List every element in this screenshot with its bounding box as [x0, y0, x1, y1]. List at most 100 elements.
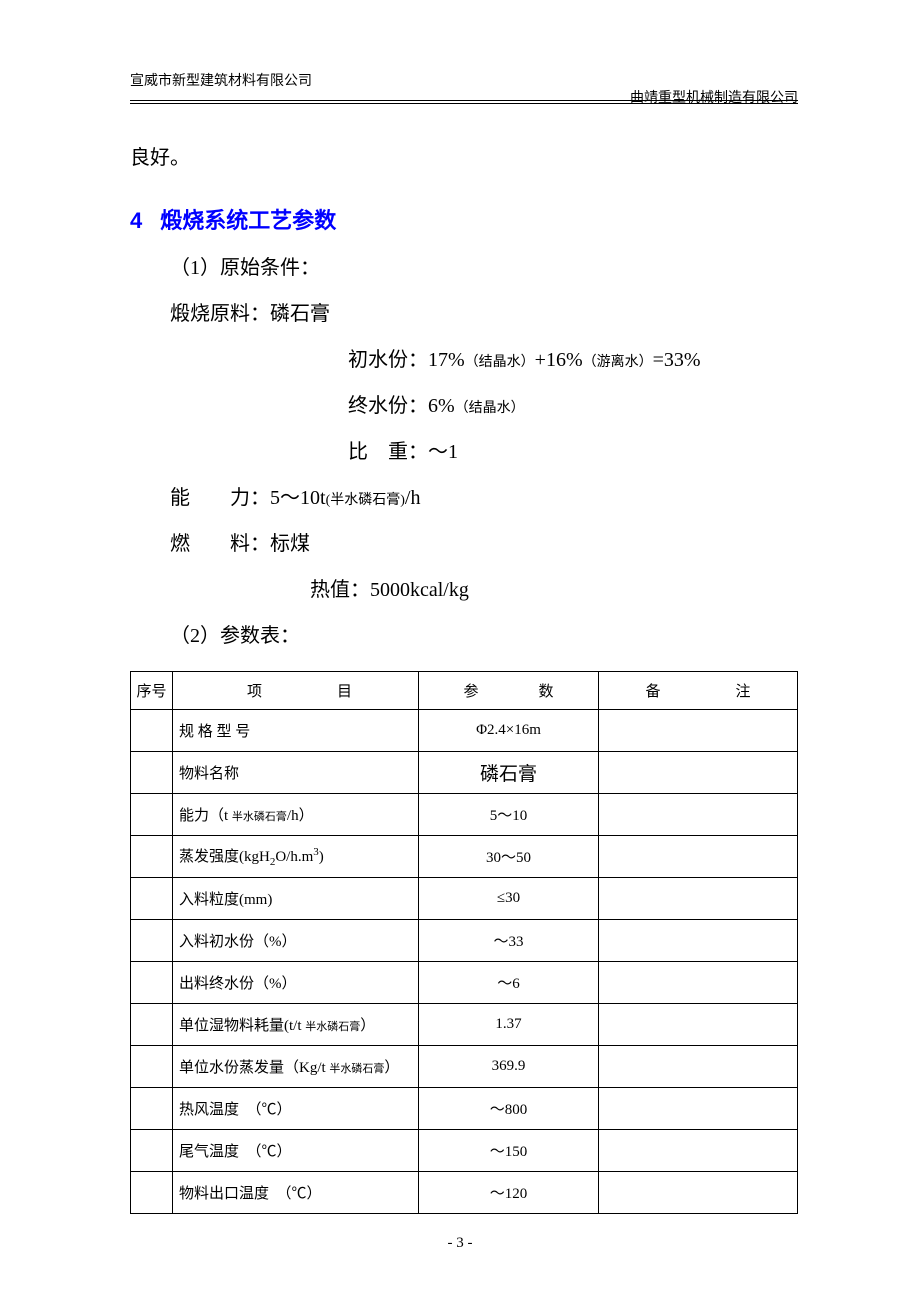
- cell-item: 入料粒度(mm): [173, 878, 419, 920]
- capacity-value: 5～10t: [270, 487, 326, 509]
- cell-param: ～6: [419, 962, 599, 1004]
- table-row: 入料初水份（%）～33: [131, 920, 798, 962]
- cell-item: 出料终水份（%）: [173, 962, 419, 1004]
- cell-param: 369.9: [419, 1046, 599, 1088]
- specific-gravity-label: 比 重：: [348, 441, 428, 463]
- cell-seq: [131, 920, 173, 962]
- cell-item: 单位水份蒸发量（Kg/t 半水磷石膏）: [173, 1046, 419, 1088]
- cell-seq: [131, 710, 173, 752]
- cell-item: 规 格 型 号: [173, 710, 419, 752]
- capacity-line: 能 力：5～10t(半水磷石膏)/h: [130, 475, 798, 521]
- section-heading: 4煅烧系统工艺参数: [130, 203, 798, 235]
- cell-seq: [131, 794, 173, 836]
- table-row: 出料终水份（%）～6: [131, 962, 798, 1004]
- section-title: 煅烧系统工艺参数: [160, 208, 336, 233]
- specific-gravity-line: 比 重：～1: [130, 429, 798, 475]
- cell-item: 能力（t 半水磷石膏/h）: [173, 794, 419, 836]
- cell-param: 磷石膏: [419, 752, 599, 794]
- cell-item: 单位湿物料耗量(t/t 半水磷石膏）: [173, 1004, 419, 1046]
- sub1-label: （1）原始条件：: [130, 245, 798, 291]
- heat-label: 热值：: [310, 579, 370, 601]
- cell-seq: [131, 1088, 173, 1130]
- table-row: 入料粒度(mm)≤30: [131, 878, 798, 920]
- cell-note: [599, 1004, 798, 1046]
- cell-param: ～120: [419, 1172, 599, 1214]
- initial-moisture-eq: =33%: [653, 349, 701, 371]
- cell-note: [599, 836, 798, 878]
- fuel-line: 燃 料：标煤: [130, 521, 798, 567]
- cell-note: [599, 920, 798, 962]
- fuel-label-a: 燃: [170, 533, 190, 555]
- trailing-text: 良好。: [130, 135, 798, 181]
- capacity-label-a: 能: [170, 487, 190, 509]
- cell-note: [599, 710, 798, 752]
- capacity-label-b: 力：: [230, 487, 270, 509]
- th-note: 备注: [599, 672, 798, 710]
- initial-moisture-note2: （游离水）: [583, 355, 653, 370]
- cell-param: 5～10: [419, 794, 599, 836]
- cell-note: [599, 878, 798, 920]
- header-right-company: 曲靖重型机械制造有限公司: [630, 87, 798, 107]
- table-row: 尾气温度 （℃）～150: [131, 1130, 798, 1172]
- initial-moisture-note1: （结晶水）: [465, 355, 535, 370]
- cell-seq: [131, 1004, 173, 1046]
- fuel-value: 标煤: [270, 533, 310, 555]
- final-moisture-value: 6%: [428, 395, 455, 417]
- table-header-row: 序号 项目 参数 备注: [131, 672, 798, 710]
- th-seq: 序号: [131, 672, 173, 710]
- cell-note: [599, 1130, 798, 1172]
- cell-param: 1.37: [419, 1004, 599, 1046]
- cell-note: [599, 962, 798, 1004]
- fuel-label-b: 料：: [230, 533, 270, 555]
- initial-moisture-value: 17%: [428, 349, 465, 371]
- cell-seq: [131, 836, 173, 878]
- cell-seq: [131, 1172, 173, 1214]
- cell-note: [599, 752, 798, 794]
- cell-param: ≤30: [419, 878, 599, 920]
- final-moisture-label: 终水份：: [348, 395, 428, 417]
- table-row: 规 格 型 号Φ2.4×16m: [131, 710, 798, 752]
- initial-moisture-label: 初水份：: [348, 349, 428, 371]
- header-left-company: 宣威市新型建筑材料有限公司: [130, 70, 312, 90]
- cell-seq: [131, 1130, 173, 1172]
- cell-item: 物料出口温度 （℃）: [173, 1172, 419, 1214]
- cell-note: [599, 1088, 798, 1130]
- cell-item: 尾气温度 （℃）: [173, 1130, 419, 1172]
- table-row: 蒸发强度(kgH2O/h.m3)30～50: [131, 836, 798, 878]
- cell-note: [599, 1046, 798, 1088]
- th-param: 参数: [419, 672, 599, 710]
- heat-line: 热值：5000kcal/kg: [130, 567, 798, 613]
- final-moisture-line: 终水份：6%（结晶水）: [130, 383, 798, 429]
- cell-param: ～150: [419, 1130, 599, 1172]
- table-row: 单位水份蒸发量（Kg/t 半水磷石膏）369.9: [131, 1046, 798, 1088]
- table-row: 热风温度 （℃）～800: [131, 1088, 798, 1130]
- table-row: 单位湿物料耗量(t/t 半水磷石膏）1.37: [131, 1004, 798, 1046]
- specific-gravity-value: ～1: [428, 441, 458, 463]
- param-table: 序号 项目 参数 备注 规 格 型 号Φ2.4×16m物料名称磷石膏能力（t 半…: [130, 671, 798, 1214]
- cell-note: [599, 794, 798, 836]
- table-row: 能力（t 半水磷石膏/h）5～10: [131, 794, 798, 836]
- cell-seq: [131, 1046, 173, 1088]
- initial-moisture-plus: +16%: [535, 349, 583, 371]
- cell-seq: [131, 878, 173, 920]
- capacity-unit: /h: [405, 487, 421, 509]
- cell-item: 蒸发强度(kgH2O/h.m3): [173, 836, 419, 878]
- cell-item: 热风温度 （℃）: [173, 1088, 419, 1130]
- header-divider: [130, 100, 798, 104]
- sub2-label: （2）参数表：: [130, 613, 798, 659]
- th-item: 项目: [173, 672, 419, 710]
- cell-item: 物料名称: [173, 752, 419, 794]
- initial-moisture-line: 初水份：17%（结晶水）+16%（游离水）=33%: [130, 337, 798, 383]
- final-moisture-note: （结晶水）: [455, 401, 525, 416]
- heat-value: 5000kcal/kg: [370, 579, 469, 601]
- cell-seq: [131, 752, 173, 794]
- cell-param: ～800: [419, 1088, 599, 1130]
- page-content: 良好。 4煅烧系统工艺参数 （1）原始条件： 煅烧原料：磷石膏 初水份：17%（…: [130, 135, 798, 1214]
- cell-seq: [131, 962, 173, 1004]
- cell-item: 入料初水份（%）: [173, 920, 419, 962]
- capacity-sub: (半水磷石膏): [326, 493, 405, 508]
- cell-param: 30～50: [419, 836, 599, 878]
- cell-param: ～33: [419, 920, 599, 962]
- cell-note: [599, 1172, 798, 1214]
- table-row: 物料名称磷石膏: [131, 752, 798, 794]
